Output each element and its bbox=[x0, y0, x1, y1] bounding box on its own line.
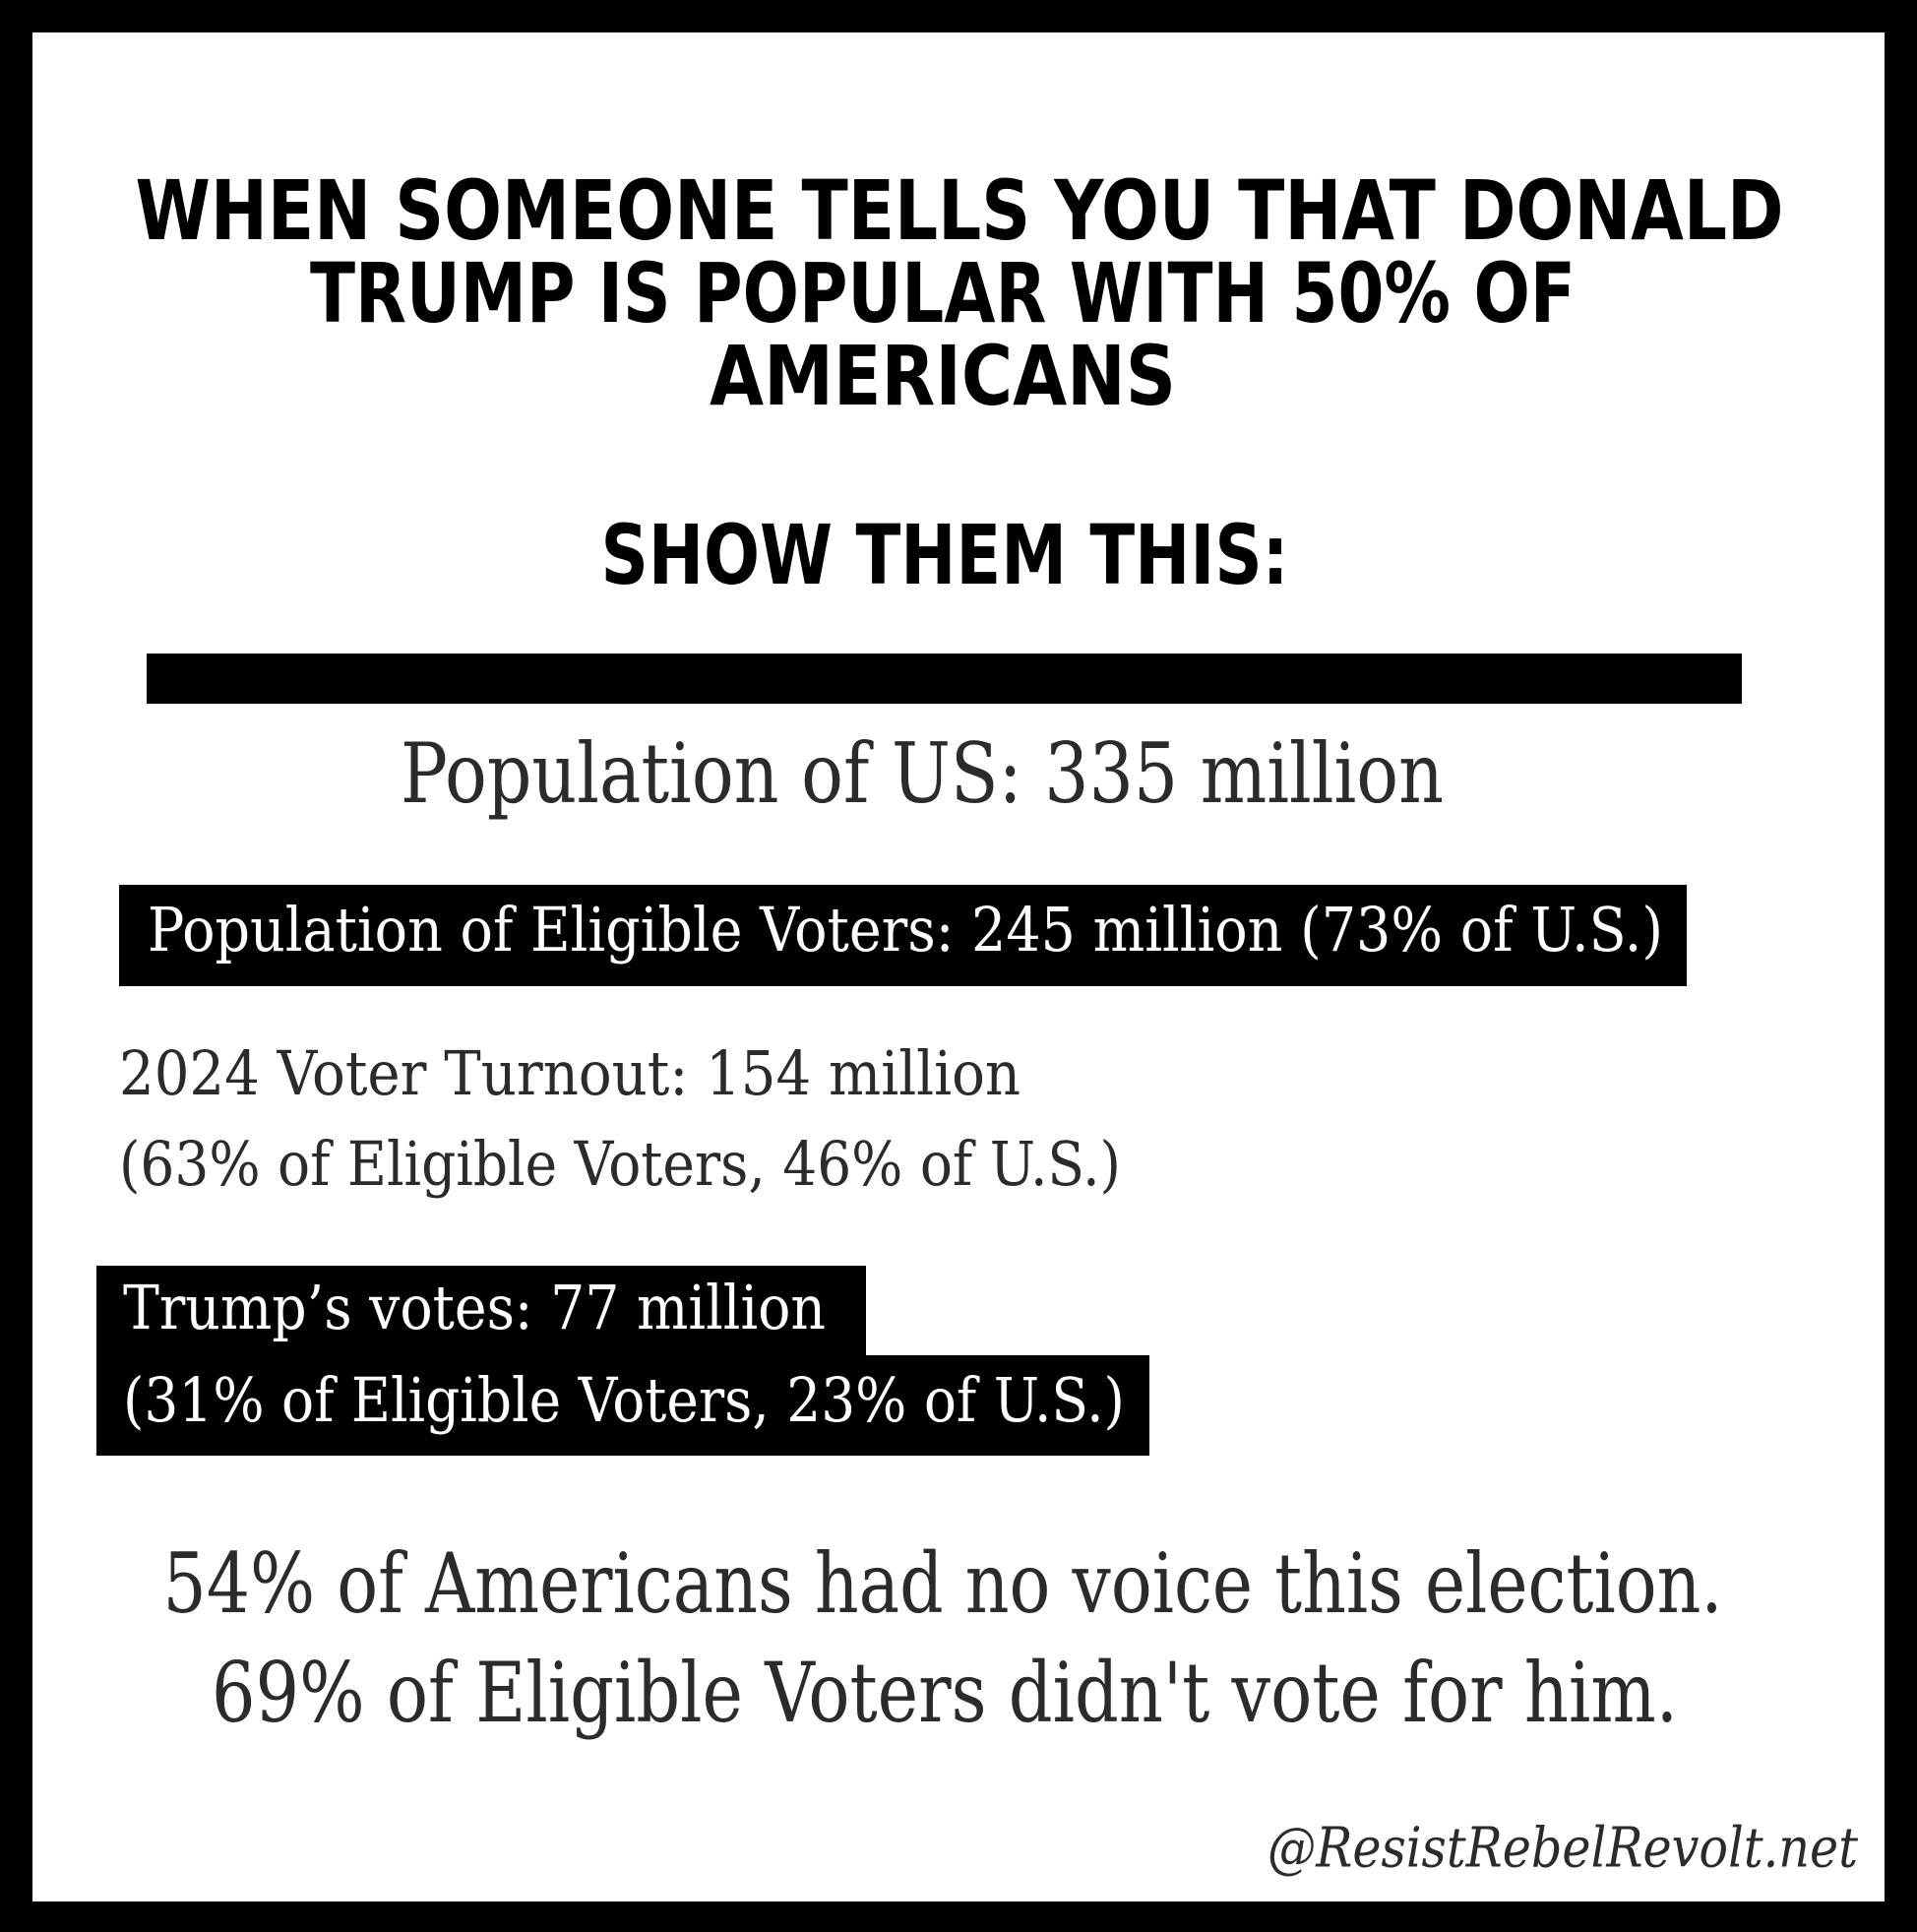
population: Population of US: 335 million bbox=[401, 725, 1444, 822]
conclusion-line: 54% of Americans had no voice this elect… bbox=[163, 1535, 1723, 1632]
trump-votes-line: (31% of Eligible Voters, 23% of U.S.) bbox=[123, 1364, 1125, 1436]
turnout-line: (63% of Eligible Voters, 46% of U.S.) bbox=[119, 1128, 1121, 1200]
heading-line: AMERICANS bbox=[710, 328, 1176, 424]
highlight-box bbox=[96, 1355, 1149, 1456]
heading-line: TRUMP IS POPULAR WITH 50% OF bbox=[310, 245, 1576, 342]
highlight-box bbox=[96, 1266, 866, 1357]
call-to-action: SHOW THEM THIS: bbox=[601, 507, 1289, 603]
trump-votes-line: Trump’s votes: 77 million bbox=[123, 1272, 826, 1343]
highlight-box bbox=[119, 885, 1687, 986]
conclusion-line: 69% of Eligible Voters didn't vote for h… bbox=[212, 1645, 1678, 1741]
heading-line: WHEN SOMEONE TELLS YOU THAT DONALD bbox=[136, 162, 1784, 259]
eligible-voters: Population of Eligible Voters: 245 milli… bbox=[148, 894, 1663, 966]
credit: @ResistRebelRevolt.net bbox=[1268, 1817, 1858, 1881]
turnout-line: 2024 Voter Turnout: 154 million bbox=[119, 1037, 1020, 1109]
divider bbox=[147, 654, 1742, 704]
